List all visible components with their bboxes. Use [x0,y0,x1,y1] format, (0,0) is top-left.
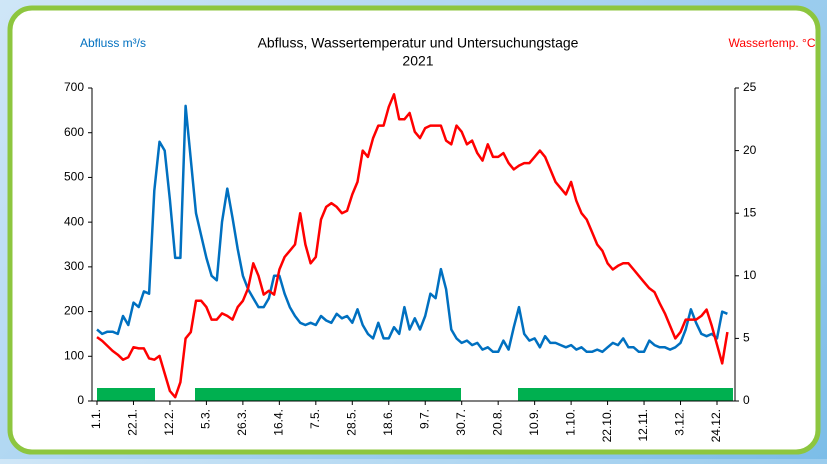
x-tick-label: 28.5. [344,409,358,436]
y2-tick-label: 25 [743,80,757,94]
y-tick-label: 600 [64,125,84,139]
x-tick-label: 16.4. [272,409,286,436]
y-tick-label: 400 [64,214,84,228]
y-axis-label: Abfluss m³/s [80,36,146,50]
data-line [96,93,729,399]
x-tick-label: 7.5. [308,409,322,429]
y2-tick-label: 5 [743,331,750,345]
x-tick-label: 1.1. [89,409,103,429]
y2-tick-label: 0 [743,393,750,407]
x-tick-label: 12.2. [162,409,176,436]
x-tick-label: 3.12. [673,409,687,436]
y-tick-label: 300 [64,259,84,273]
x-tick-label: 9.7. [417,409,431,429]
y-tick-label: 0 [77,393,84,407]
y2-tick-label: 20 [743,143,757,157]
x-tick-label: 22.10. [600,409,614,442]
x-tick-label: 26.3. [235,409,249,436]
survey-period [97,388,155,401]
y-tick-label: 500 [64,170,84,184]
x-tick-label: 5.3. [199,409,213,429]
x-tick-label: 22.1. [126,409,140,436]
x-tick-label: 20.8. [490,409,504,436]
x-tick-label: 12.11. [636,409,650,441]
data-line [96,104,728,354]
x-tick-label: 1.10. [563,409,577,436]
y-tick-label: 700 [64,80,84,94]
y-tick-label: 100 [64,348,84,362]
y2-tick-label: 15 [743,205,757,219]
chart-subtitle: 2021 [402,53,433,69]
y-tick-label: 200 [64,304,84,318]
x-tick-label: 30.7. [454,409,468,436]
survey-period [518,388,733,401]
y2-axis-label: Wassertemp. °C [728,36,815,50]
panel [7,5,821,455]
chart-title: Abfluss, Wassertemperatur und Untersuchu… [258,35,579,51]
x-tick-label: 24.12. [709,409,723,442]
x-tick-label: 10.9. [527,409,541,436]
x-tick-label: 18.6. [381,409,395,436]
y2-tick-label: 10 [743,268,757,282]
survey-period [195,388,461,401]
